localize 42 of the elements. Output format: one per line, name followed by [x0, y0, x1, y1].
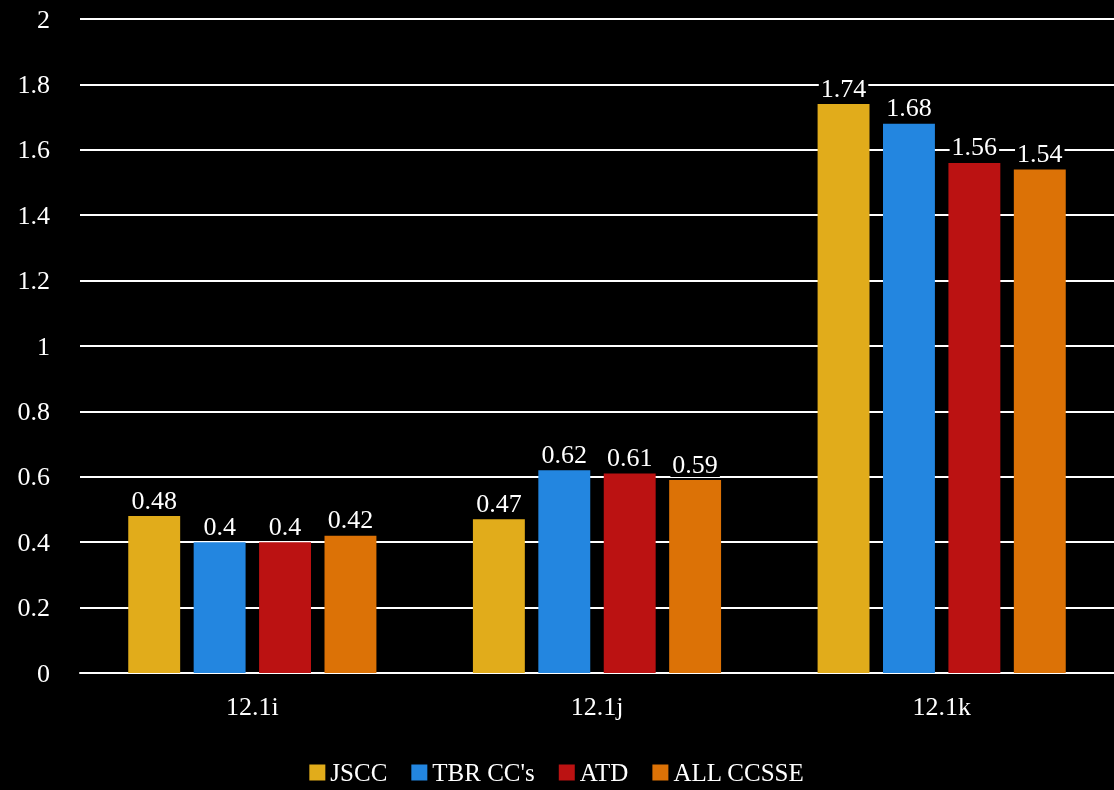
data-label: 0.4	[203, 511, 236, 541]
y-tick-label: 2	[37, 4, 50, 34]
y-tick-label: 1.6	[17, 135, 50, 165]
data-label: 1.74	[820, 73, 867, 103]
y-tick-label: 0.2	[17, 593, 50, 623]
data-label: 0.48	[131, 485, 177, 515]
bar	[817, 104, 870, 673]
y-tick-label: 1.2	[17, 266, 50, 296]
bar	[193, 542, 246, 673]
y-tick-label: 0	[37, 658, 50, 688]
data-label: 0.42	[327, 505, 374, 535]
legend-label: JSCC	[330, 759, 388, 786]
bar	[883, 123, 935, 673]
legend-label: ALL CCSSE	[673, 759, 804, 786]
x-tick-label: 12.1i	[225, 691, 279, 721]
data-label: 0.61	[606, 443, 653, 473]
data-label: 0.4	[268, 511, 302, 541]
bar	[669, 480, 722, 673]
y-tick-label: 0.8	[17, 396, 50, 426]
data-label: 0.62	[541, 439, 588, 469]
bar	[324, 535, 377, 673]
x-tick-label: 12.1j	[570, 691, 624, 721]
y-tick-label: 1.4	[17, 200, 50, 230]
data-label: 0.47	[476, 488, 522, 518]
data-label: 0.59	[672, 449, 718, 479]
y-tick-label: 1	[37, 331, 50, 361]
legend-label: ATD	[579, 759, 629, 786]
bar	[538, 470, 591, 673]
data-label: 1.56	[951, 132, 998, 162]
legend-label: TBR CC's	[432, 759, 535, 786]
bar	[1013, 169, 1066, 673]
bar	[259, 542, 311, 673]
bar	[128, 516, 181, 673]
x-tick-label: 12.1k	[912, 691, 971, 721]
bar	[948, 162, 1001, 673]
y-tick-label: 0.4	[17, 527, 50, 557]
data-label: 1.54	[1017, 138, 1063, 168]
bar	[603, 473, 656, 673]
y-tick-label: 1.8	[17, 69, 50, 99]
data-label: 1.68	[886, 93, 932, 123]
y-tick-label: 0.6	[17, 462, 50, 492]
bar	[472, 519, 525, 673]
